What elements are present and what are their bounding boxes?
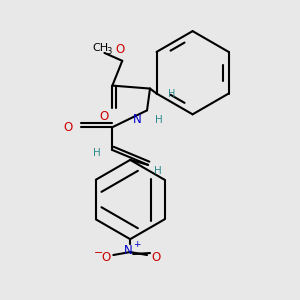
Text: N: N (124, 244, 133, 256)
Text: O: O (102, 251, 111, 265)
Text: O: O (64, 121, 73, 134)
Text: H: H (168, 88, 175, 98)
Text: N: N (133, 113, 142, 126)
Text: H: H (154, 166, 162, 176)
Text: CH: CH (92, 43, 109, 53)
Text: 3: 3 (107, 47, 112, 56)
Text: H: H (155, 115, 163, 125)
Text: −: − (94, 248, 103, 258)
Text: O: O (100, 110, 109, 123)
Text: +: + (134, 240, 141, 249)
Text: O: O (151, 251, 160, 265)
Text: O: O (116, 43, 125, 56)
Text: H: H (93, 148, 101, 158)
